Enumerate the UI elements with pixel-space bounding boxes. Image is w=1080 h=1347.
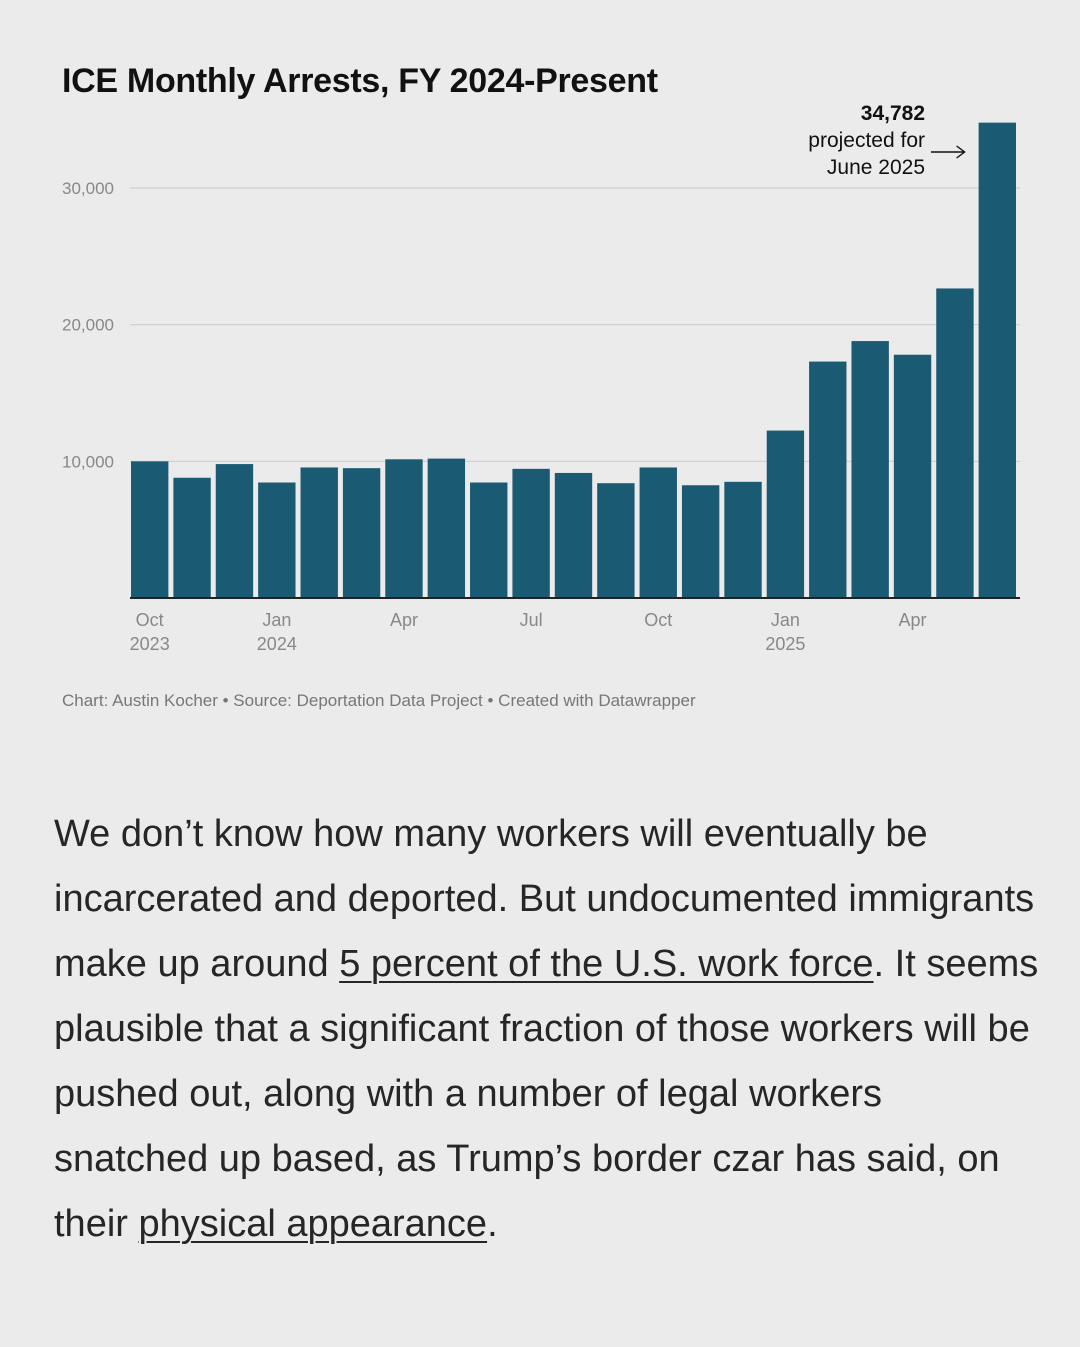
bar [893,354,932,598]
annotation-line-1: projected for [808,129,925,152]
x-tick-year-label: 2025 [765,634,805,654]
x-tick-label: Oct [644,610,672,630]
x-tick-label: Apr [899,610,927,630]
bar [851,341,889,598]
annotation-line-2: June 2025 [827,156,925,179]
bar [681,485,720,598]
bar [470,482,508,598]
work-force-link[interactable]: 5 percent of the U.S. work force [339,943,874,985]
bar [300,467,338,598]
y-tick-label: 20,000 [62,316,114,335]
bar [427,458,466,598]
bar [258,482,296,598]
physical-appearance-link[interactable]: physical appearance [138,1203,488,1245]
chart-source-credit: Chart: Austin Kocher • Source: Deportati… [62,691,696,710]
article-text-part-1: We don’t know how many workers will even… [54,813,1035,985]
bar [342,468,381,598]
article-text-part-2: . It seems plausible that a significant … [54,943,1039,1245]
bar [936,288,974,598]
bar [639,467,677,598]
bar [131,461,169,598]
article-paragraph: We don’t know how many workers will even… [54,802,1044,1257]
x-tick-label: Apr [390,610,418,630]
bar [215,464,254,598]
annotation-arrow-icon [931,145,966,159]
chart-title: ICE Monthly Arrests, FY 2024-Present [62,62,658,100]
annotation-value-label: 34,782 [861,102,925,125]
x-tick-label: Jan [771,610,800,630]
bar [809,361,847,598]
y-tick-label: 10,000 [62,452,114,471]
bar [724,481,762,598]
bar-chart: 10,000 20,000 30,000 Oct 2023 Jan 2024 Apr Jul Oc… [62,102,1020,654]
bar [554,472,593,598]
bar [512,468,550,598]
x-tick-year-label: 2023 [130,634,170,654]
x-tick-label: Jan [262,610,291,630]
bar [173,477,211,598]
x-tick-year-label: 2024 [257,634,297,654]
bar [597,483,635,598]
bar [385,459,423,598]
article-text-part-3: . [487,1203,498,1245]
y-tick-label: 30,000 [62,179,114,198]
bar [978,122,1016,598]
x-tick-label: Oct [136,610,164,630]
x-tick-label: Jul [520,610,543,630]
bar [766,430,805,598]
